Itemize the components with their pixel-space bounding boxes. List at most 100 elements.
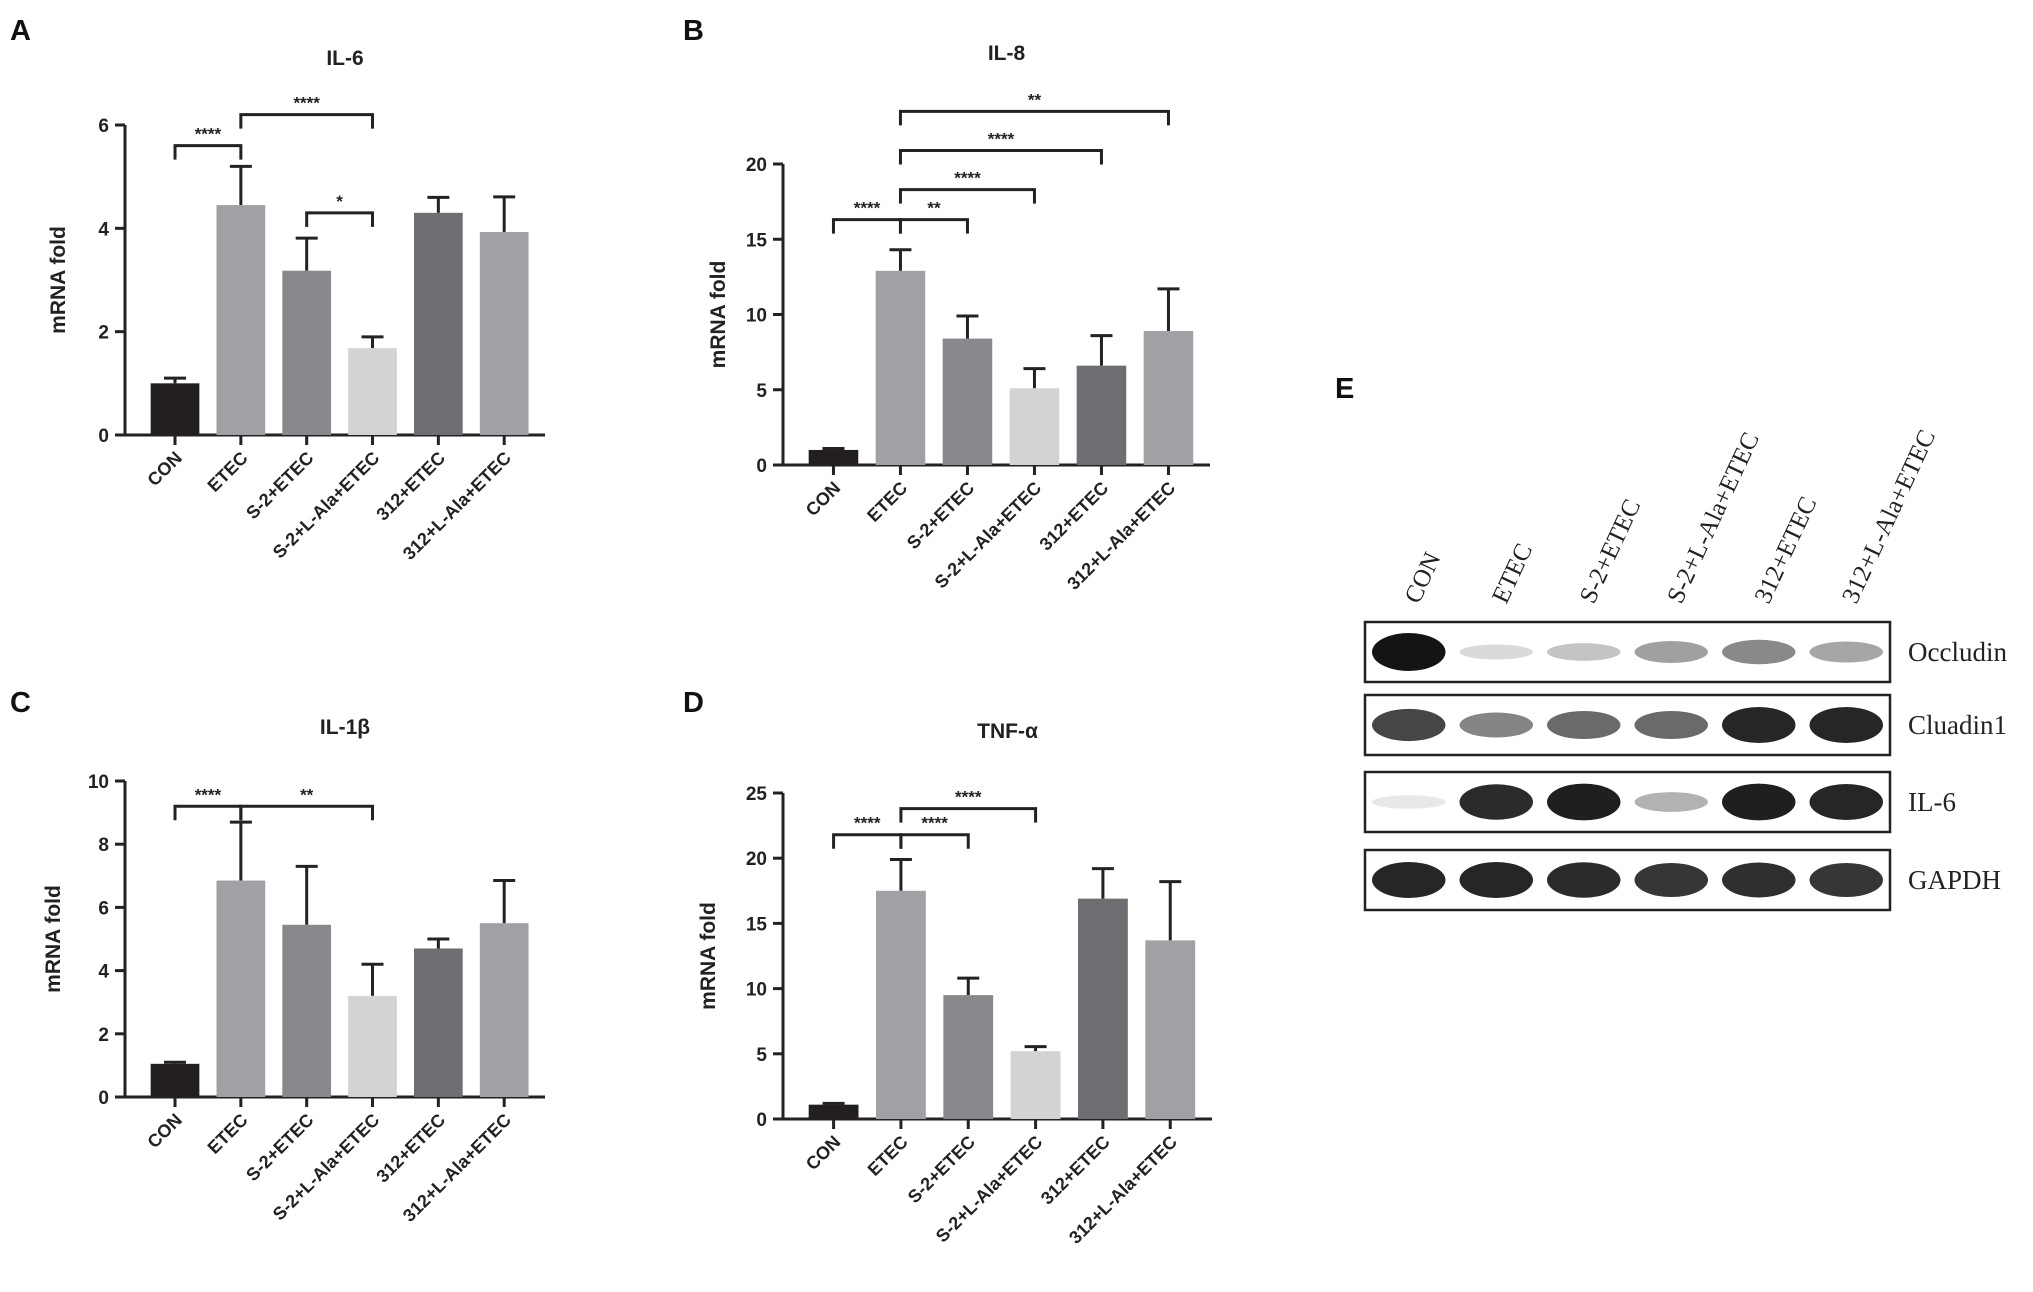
significance-label: * [336, 192, 343, 211]
y-tick-label: 2 [98, 323, 109, 344]
x-tick-label: CON [143, 448, 185, 490]
significance-label: **** [954, 169, 981, 188]
blot-band [1722, 639, 1796, 665]
bar-312+L-Ala+ETEC [479, 923, 529, 1097]
y-axis-label: mRNA fold [697, 902, 720, 1010]
blot-strip [1363, 693, 1892, 757]
bar-S-2+L-Ala+ETEC [348, 995, 397, 1097]
significance-bracket [831, 218, 902, 234]
x-tick-label: ETEC [204, 1110, 252, 1158]
bar-S-2+ETEC [943, 995, 994, 1119]
bar-312+ETEC [1078, 898, 1128, 1119]
y-tick-label: 0 [756, 1110, 767, 1131]
bar-312+L-Ala+ETEC [1145, 940, 1196, 1119]
significance-bracket [898, 188, 1036, 204]
significance-bracket [899, 807, 1038, 823]
blot-band [1372, 795, 1446, 809]
y-axis-label: mRNA fold [47, 226, 70, 334]
bar-S-2+ETEC [942, 338, 993, 465]
significance-bracket [173, 804, 243, 821]
bar-S-2+ETEC [282, 924, 332, 1097]
panel-letter: E [1335, 373, 1354, 405]
bar-S-2+L-Ala+ETEC [348, 348, 397, 435]
bar-S-2+L-Ala+ETEC [1010, 1051, 1061, 1119]
bar-ETEC [876, 890, 926, 1119]
y-tick-label: 0 [756, 456, 767, 477]
protein-label: IL-6 [1908, 787, 1956, 817]
bar-CON [150, 383, 200, 435]
significance-bracket [239, 113, 375, 129]
lane-label: ETEC [1487, 539, 1538, 607]
blot-band [1809, 641, 1883, 663]
panel-letter: C [10, 687, 31, 719]
significance-label: ** [300, 785, 314, 804]
y-tick-label: 2 [98, 1025, 109, 1046]
blot-band [1459, 644, 1533, 660]
significance-bracket [899, 833, 970, 849]
blot-strip [1363, 620, 1892, 684]
blot-band [1634, 641, 1708, 663]
significance-label: ** [927, 199, 941, 218]
bar-312+L-Ala+ETEC [479, 231, 529, 435]
panel-letter: D [683, 687, 704, 719]
y-tick-label: 15 [746, 914, 768, 935]
x-tick-label: CON [802, 478, 844, 520]
blot-band [1372, 633, 1446, 671]
y-tick-label: 20 [746, 849, 767, 870]
bar-312+ETEC [413, 212, 463, 435]
blot-band [1809, 862, 1883, 898]
y-tick-label: 0 [98, 426, 109, 447]
significance-label: **** [195, 125, 222, 144]
y-tick-label: 8 [98, 835, 109, 856]
panel-letter: B [683, 15, 704, 47]
blot-band [1722, 783, 1796, 821]
blot-band [1459, 862, 1533, 898]
significance-bracket [832, 833, 903, 849]
bar-312+ETEC [413, 948, 463, 1097]
y-tick-label: 5 [756, 1045, 767, 1066]
significance-label: **** [195, 785, 222, 804]
y-tick-label: 25 [746, 784, 768, 805]
lane-label: 312+L-Ala+ETEC [1837, 426, 1941, 608]
y-tick-label: 20 [746, 155, 767, 176]
bar-CON [808, 449, 859, 465]
y-axis-label: mRNA fold [707, 261, 730, 369]
x-tick-label: CON [802, 1132, 844, 1174]
blot-band [1722, 862, 1796, 898]
y-tick-label: 10 [746, 306, 767, 327]
y-axis-label: mRNA fold [42, 885, 65, 993]
y-tick-label: 6 [98, 116, 109, 137]
blot-band [1459, 784, 1533, 820]
bar-ETEC [875, 270, 926, 465]
chart-title: IL-8 [988, 42, 1026, 65]
y-tick-label: 5 [756, 381, 767, 402]
significance-label: **** [854, 199, 881, 218]
blot-band [1547, 643, 1621, 661]
x-tick-label: CON [143, 1110, 185, 1152]
blot-band [1372, 708, 1446, 742]
lane-label: CON [1400, 548, 1447, 607]
bar-CON [150, 1063, 200, 1097]
bar-312+ETEC [1076, 365, 1127, 465]
protein-label: GAPDH [1908, 865, 2001, 895]
significance-label: **** [955, 788, 982, 807]
bar-312+L-Ala+ETEC [1143, 331, 1194, 465]
blot-band [1372, 862, 1446, 898]
y-tick-label: 10 [88, 772, 109, 793]
bar-S-2+ETEC [282, 270, 332, 435]
blot-band [1459, 712, 1533, 738]
significance-bracket [305, 211, 375, 227]
y-tick-label: 15 [746, 230, 768, 251]
lane-label: S-2+L-Ala+ETEC [1662, 428, 1765, 607]
y-tick-label: 6 [98, 898, 109, 919]
blot-band [1809, 784, 1883, 820]
significance-bracket [898, 218, 969, 234]
blot-band [1634, 792, 1708, 812]
blot-band [1809, 707, 1883, 743]
blot-band [1722, 707, 1796, 743]
x-tick-label: ETEC [864, 1132, 912, 1180]
